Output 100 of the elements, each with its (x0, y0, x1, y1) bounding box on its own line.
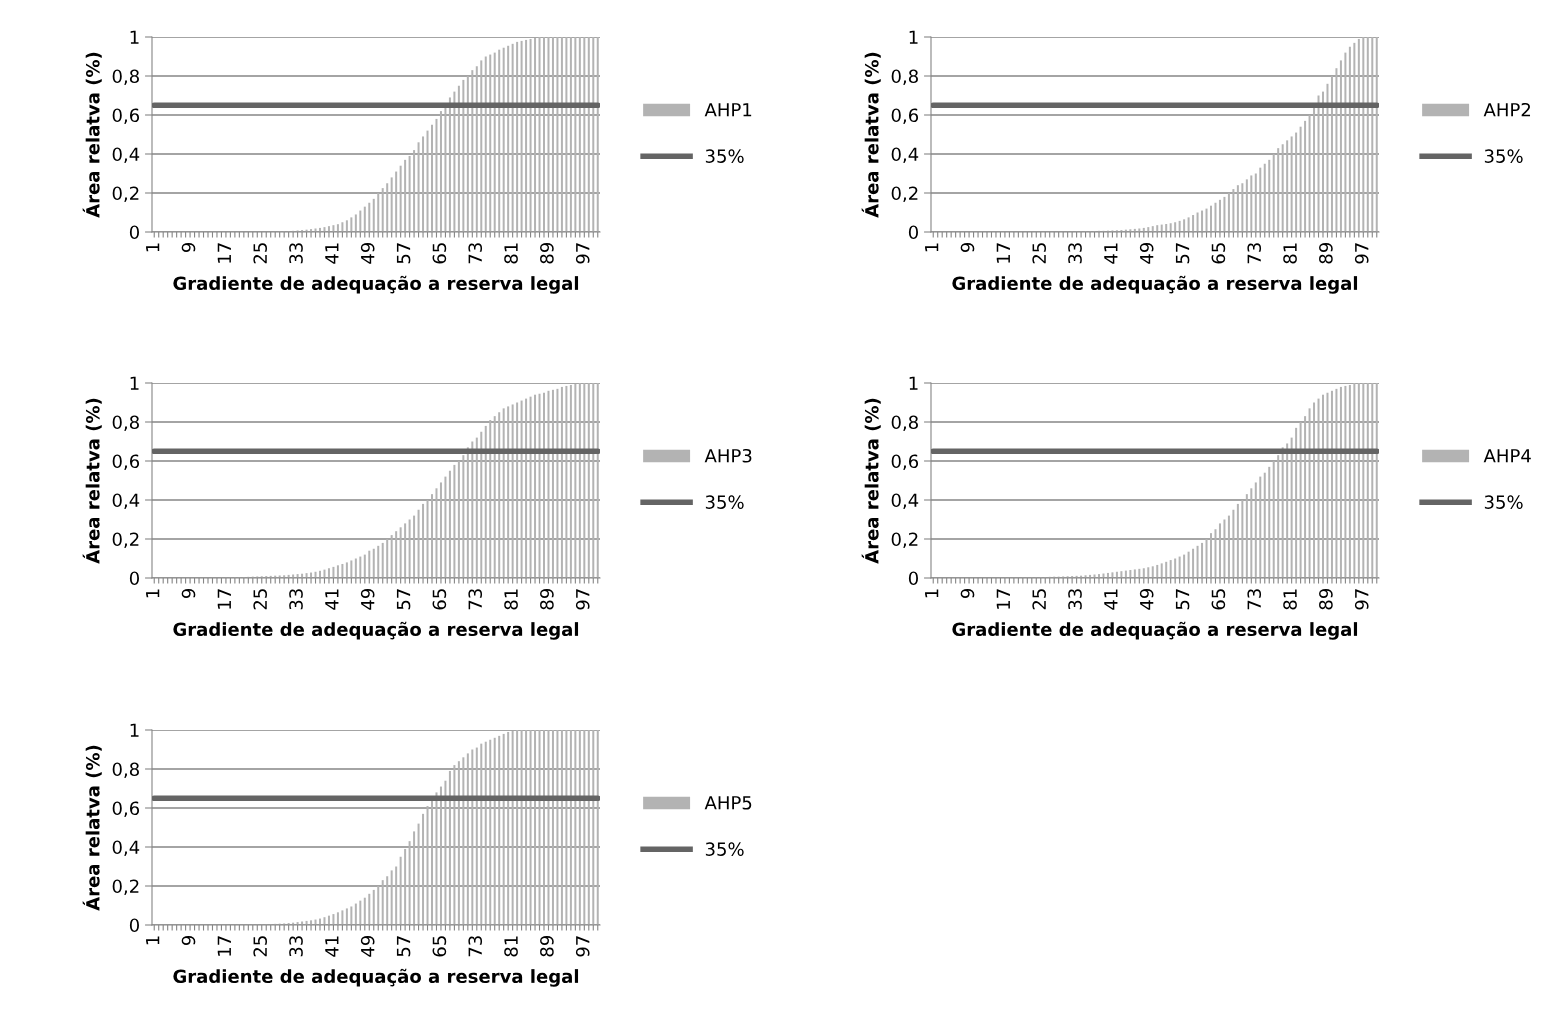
legend-label: AHP1 (704, 103, 752, 117)
x-tick-label: 65 (432, 243, 447, 264)
y-axis-title: Área relatva (%) (861, 398, 881, 564)
x-tick-label: 33 (289, 243, 303, 264)
x-tick-label: 73 (1247, 589, 1262, 610)
y-tick-label: 0,6 (891, 108, 919, 124)
y-tick-label: 0 (908, 571, 918, 586)
y-axis-title: Área relatva (%) (82, 398, 102, 564)
y-tick-label: 0,2 (891, 532, 918, 548)
legend-label: 35% (705, 495, 744, 509)
legend-label: 35% (1484, 149, 1523, 163)
x-tick-label: 41 (325, 243, 339, 264)
legend-label: AHP5 (704, 796, 752, 810)
y-tick-label: 0 (129, 571, 139, 586)
x-tick-label: 49 (360, 588, 375, 610)
y-tick-label: 0,8 (112, 415, 139, 431)
y-tick-label: 0,4 (112, 147, 140, 163)
x-tick-label: 73 (468, 243, 483, 264)
x-tick-label: 57 (396, 589, 411, 610)
x-tick-label: 17 (996, 243, 1010, 263)
x-tick-label: 81 (504, 243, 518, 264)
x-tick-label: 97 (1354, 243, 1369, 264)
y-tick-label: 0,4 (891, 147, 919, 163)
y-tick-label: 0 (129, 918, 139, 933)
x-axis-title: Gradiente de adequação a reserva legal (173, 968, 579, 987)
x-tick-label: 9 (181, 935, 196, 946)
x-tick-label: 25 (253, 243, 267, 264)
x-tick-label: 33 (289, 936, 303, 957)
x-tick-label: 17 (217, 243, 231, 263)
x-tick-label: 17 (996, 589, 1010, 609)
x-tick-label: 17 (217, 936, 231, 956)
y-tick-label: 0,8 (112, 69, 139, 85)
x-tick-label: 81 (504, 589, 518, 610)
x-tick-label: 33 (1068, 243, 1082, 264)
y-tick-label: 0,6 (112, 801, 140, 817)
legend-label: 35% (705, 842, 744, 856)
x-tick-label: 73 (468, 936, 483, 957)
x-tick-label: 81 (1283, 589, 1297, 610)
x-axis-title: Gradiente de adequação a reserva legal (173, 275, 579, 294)
y-tick-label: 0,4 (112, 493, 140, 509)
x-tick-label: 9 (181, 588, 196, 599)
y-tick-label: 0,8 (891, 415, 918, 431)
x-tick-label: 97 (575, 589, 590, 610)
x-tick-label: 25 (1032, 589, 1046, 610)
y-tick-label: 0,8 (891, 69, 918, 85)
legend-label: AHP2 (1483, 102, 1531, 117)
x-tick-label: 25 (253, 936, 267, 957)
x-axis-title: Gradiente de adequação a reserva legal (952, 621, 1358, 640)
x-tick-label: 33 (289, 589, 303, 610)
x-tick-label: 41 (325, 589, 339, 610)
y-tick-label: 0,2 (891, 186, 918, 202)
x-tick-label: 1 (146, 589, 160, 598)
x-tick-label: 1 (925, 589, 939, 598)
x-tick-label: 9 (960, 242, 975, 253)
y-axis-title: Área relatva (%) (82, 52, 102, 218)
x-tick-label: 1 (925, 243, 939, 252)
x-tick-label: 73 (1247, 243, 1262, 264)
x-tick-label: 49 (360, 242, 375, 264)
x-tick-label: 65 (1211, 589, 1226, 610)
x-tick-label: 81 (504, 936, 518, 957)
x-tick-label: 97 (1354, 589, 1369, 610)
y-tick-label: 1 (130, 376, 139, 390)
x-tick-label: 89 (1319, 588, 1333, 610)
y-tick-label: 0,2 (112, 532, 139, 548)
x-tick-label: 1 (146, 936, 160, 945)
y-tick-label: 0,6 (112, 454, 140, 470)
x-tick-label: 33 (1068, 589, 1082, 610)
y-axis-title: Área relatva (%) (82, 745, 102, 911)
x-tick-label: 41 (1104, 243, 1118, 264)
x-tick-label: 9 (181, 242, 196, 253)
x-axis-title: Gradiente de adequação a reserva legal (173, 621, 579, 640)
x-tick-label: 89 (540, 242, 554, 264)
y-tick-label: 0 (129, 225, 139, 240)
y-tick-label: 1 (130, 30, 139, 44)
x-tick-label: 9 (960, 588, 975, 599)
x-tick-label: 57 (1175, 243, 1190, 264)
x-tick-label: 89 (1319, 242, 1333, 264)
y-tick-label: 0,2 (112, 186, 139, 202)
y-tick-label: 0 (908, 225, 918, 240)
x-axis-title: Gradiente de adequação a reserva legal (952, 275, 1358, 294)
x-tick-label: 89 (540, 935, 554, 957)
x-tick-label: 89 (540, 588, 554, 610)
x-tick-label: 41 (1104, 589, 1118, 610)
x-tick-label: 65 (1211, 243, 1226, 264)
x-tick-label: 41 (325, 936, 339, 957)
x-tick-label: 57 (396, 936, 411, 957)
legend-label: 35% (1484, 495, 1523, 509)
legend-label: 35% (705, 149, 744, 163)
x-tick-label: 65 (432, 589, 447, 610)
x-tick-label: 97 (575, 936, 590, 957)
y-tick-label: 1 (909, 30, 918, 44)
y-tick-label: 0,8 (112, 762, 139, 778)
x-tick-label: 57 (1175, 589, 1190, 610)
y-tick-label: 0,6 (891, 454, 919, 470)
legend-label: AHP4 (1483, 449, 1531, 463)
x-tick-label: 1 (146, 243, 160, 252)
y-tick-label: 0,4 (891, 493, 919, 509)
x-tick-label: 49 (1139, 242, 1154, 264)
y-tick-label: 1 (130, 723, 139, 737)
x-tick-label: 17 (217, 589, 231, 609)
